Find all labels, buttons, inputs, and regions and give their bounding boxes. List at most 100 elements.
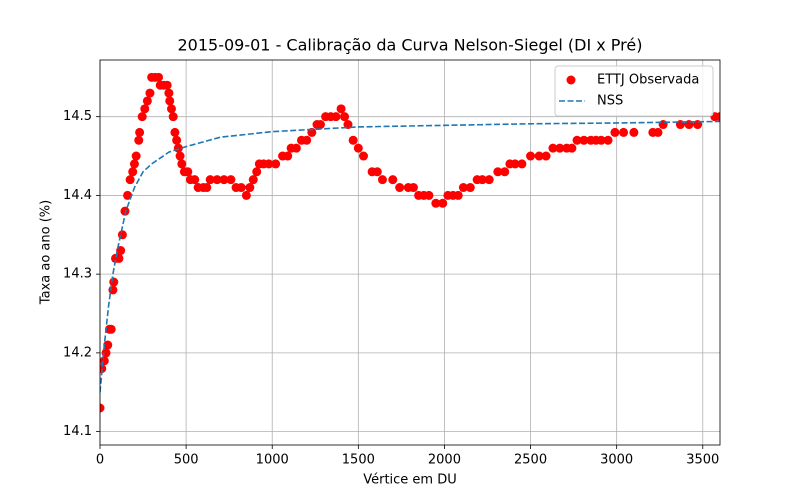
point — [125, 175, 135, 185]
point — [172, 135, 182, 145]
x-tick-label: 1500 — [342, 453, 375, 468]
point — [202, 183, 212, 193]
x-tick-label: 2500 — [514, 453, 547, 468]
line — [100, 120, 720, 393]
point — [579, 135, 589, 145]
x-tick-label: 0 — [96, 453, 104, 468]
point — [108, 285, 118, 295]
y-tick-label: 14.2 — [63, 345, 92, 360]
x-tick-label: 3000 — [600, 453, 633, 468]
point — [291, 143, 301, 153]
point — [477, 175, 487, 185]
x-tick-label: 1000 — [256, 453, 289, 468]
point — [395, 183, 405, 193]
legend-marker — [566, 75, 576, 85]
point — [283, 151, 293, 161]
point — [236, 183, 246, 193]
point — [100, 403, 105, 413]
point — [145, 88, 155, 98]
point — [359, 151, 368, 161]
point — [142, 96, 152, 106]
point — [572, 135, 582, 145]
point — [715, 112, 720, 122]
point — [548, 143, 558, 153]
y-tick-label: 14.4 — [63, 188, 92, 203]
y-tick-label: 14.3 — [63, 267, 92, 282]
point — [424, 190, 434, 200]
point — [162, 80, 172, 90]
point — [534, 151, 544, 161]
plot — [100, 72, 720, 413]
point — [177, 159, 187, 169]
point — [241, 190, 251, 200]
point — [596, 135, 606, 145]
point — [248, 175, 258, 185]
point — [353, 143, 363, 153]
point — [128, 167, 138, 177]
point — [340, 112, 350, 122]
point — [100, 356, 109, 366]
point — [438, 198, 448, 208]
point — [212, 175, 222, 185]
x-tick-label: 2000 — [428, 453, 461, 468]
point — [168, 112, 178, 122]
point — [348, 135, 358, 145]
chart-title: 2015-09-01 - Calibração da Curva Nelson-… — [178, 36, 643, 55]
point — [610, 127, 620, 137]
legend-label: NSS — [597, 94, 623, 109]
point — [129, 159, 139, 169]
point — [302, 135, 312, 145]
point — [252, 167, 262, 177]
point — [190, 175, 200, 185]
x-tick-label: 500 — [174, 453, 199, 468]
point — [264, 159, 274, 169]
point — [123, 190, 133, 200]
point — [135, 127, 145, 137]
point — [315, 120, 325, 130]
point — [653, 127, 663, 137]
point — [619, 127, 629, 137]
point — [120, 206, 130, 216]
point — [526, 151, 536, 161]
point — [219, 175, 229, 185]
x-axis-label: Vértice em DU — [363, 473, 457, 488]
point — [629, 127, 639, 137]
x-tick-label: 3500 — [686, 453, 719, 468]
point — [458, 183, 468, 193]
point — [388, 175, 398, 185]
point — [137, 112, 147, 122]
point — [377, 175, 387, 185]
point — [541, 151, 551, 161]
point — [245, 183, 255, 193]
point — [658, 120, 668, 130]
point — [510, 159, 520, 169]
point — [484, 175, 494, 185]
point — [408, 183, 418, 193]
point — [603, 135, 613, 145]
y-tick-label: 14.1 — [63, 424, 92, 439]
legend-box — [554, 65, 714, 117]
point — [106, 324, 116, 334]
point — [103, 340, 113, 350]
point — [165, 96, 175, 106]
legend-label: ETTJ Observada — [597, 73, 699, 88]
y-tick-label: 14.5 — [63, 109, 92, 124]
point — [134, 135, 144, 145]
point — [170, 127, 180, 137]
point — [500, 167, 510, 177]
point — [336, 104, 346, 114]
point — [431, 198, 441, 208]
point — [493, 167, 503, 177]
point — [166, 104, 176, 114]
point — [173, 143, 183, 153]
point — [465, 183, 475, 193]
point — [205, 175, 215, 185]
plot-frame — [99, 59, 721, 446]
point — [140, 104, 150, 114]
point — [555, 143, 565, 153]
point — [131, 151, 141, 161]
point — [271, 159, 281, 169]
point — [154, 72, 164, 82]
point — [183, 167, 193, 177]
